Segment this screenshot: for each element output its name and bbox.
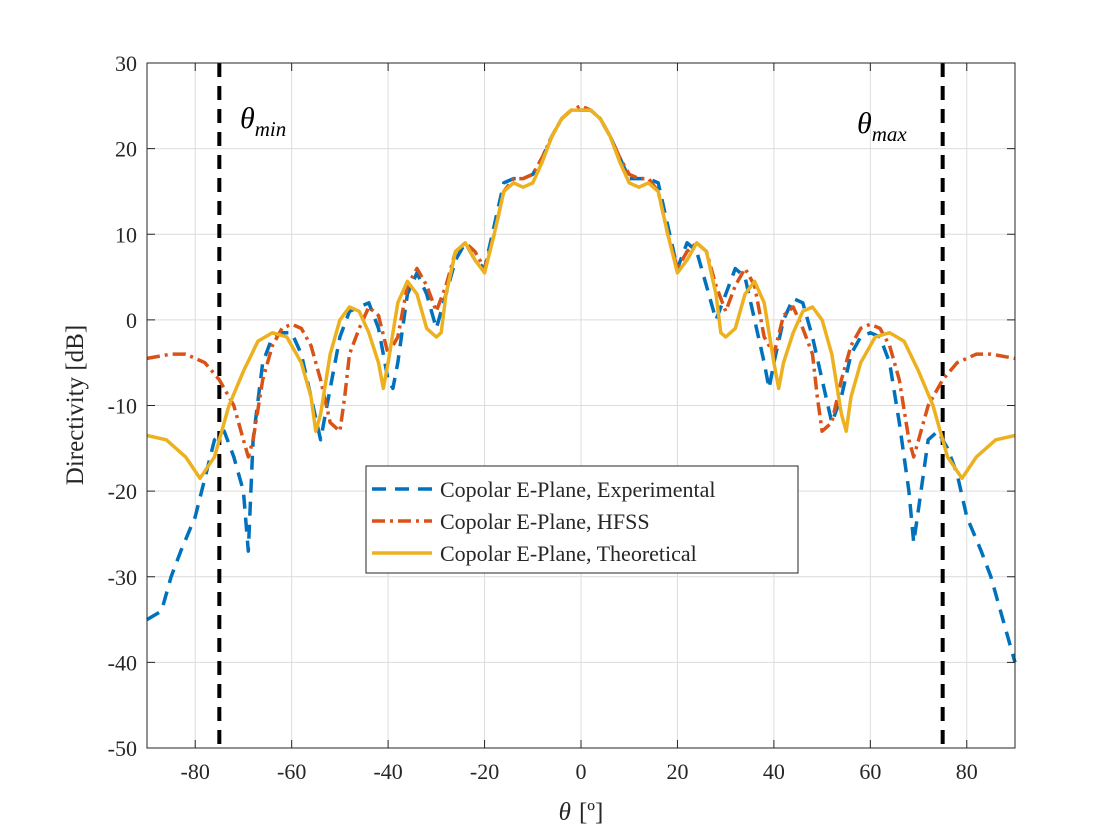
x-axis-unit: [º] [579, 799, 603, 826]
legend-label-hfss: Copolar E-Plane, HFSS [440, 509, 650, 534]
x-tick-label: -80 [181, 759, 210, 784]
y-tick-label: -30 [108, 565, 137, 590]
x-tick-label: -20 [470, 759, 499, 784]
x-axis-label: θ [º] [559, 799, 604, 826]
y-tick-label: 30 [115, 51, 137, 76]
legend: Copolar E-Plane, Experimental Copolar E-… [365, 465, 799, 574]
x-tick-label: 40 [763, 759, 785, 784]
series-theoretical-line [146, 108, 1016, 481]
y-tick-label: -10 [108, 394, 137, 419]
x-tick-label: 80 [956, 759, 978, 784]
y-axis-label: Directivity [dB] [62, 325, 89, 485]
series-hfss-line [146, 104, 1016, 459]
y-tick-label: -20 [108, 479, 137, 504]
theta-min-annotation: θmin [240, 102, 286, 141]
y-tick-label: -40 [108, 650, 137, 675]
theta-min-sub: min [255, 117, 287, 141]
x-tick-label: 20 [666, 759, 688, 784]
series-group [146, 104, 1017, 663]
annotations: θmin θmax [240, 102, 907, 146]
theta-max-annotation: θmax [857, 107, 907, 146]
x-tick-label: -60 [277, 759, 306, 784]
tick-marks [147, 62, 1015, 749]
legend-label-experimental: Copolar E-Plane, Experimental [440, 477, 716, 502]
x-tick-label: 0 [576, 759, 587, 784]
y-tick-label: 20 [115, 137, 137, 162]
theta-max-sub: max [872, 122, 908, 146]
y-tick-label: 0 [126, 308, 137, 333]
y-tick-labels: -50 -40 -30 -20 -10 0 10 20 30 [108, 51, 137, 761]
grid-lines [147, 62, 1015, 749]
y-tick-label: 10 [115, 222, 137, 247]
theta-max-base: θ [857, 107, 872, 140]
x-tick-label: -40 [373, 759, 402, 784]
x-axis-symbol: θ [559, 799, 571, 826]
y-tick-label: -50 [108, 736, 137, 761]
theta-min-base: θ [240, 102, 255, 135]
x-tick-labels: -80 -60 -40 -20 0 20 40 60 80 [181, 759, 978, 784]
legend-label-theoretical: Copolar E-Plane, Theoretical [440, 541, 697, 566]
legend-box [365, 465, 799, 574]
x-tick-label: 60 [859, 759, 881, 784]
